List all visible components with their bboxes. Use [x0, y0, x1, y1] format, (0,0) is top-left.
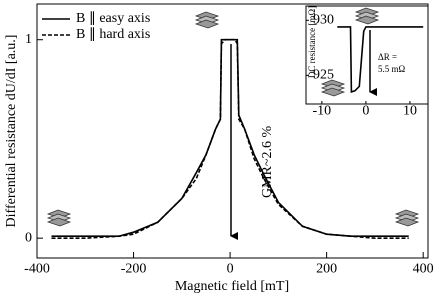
annotation: ΔR = [378, 52, 397, 62]
legend-label: B ∥ hard axis [76, 27, 150, 42]
y-tick-label: 925 [313, 68, 334, 83]
x-tick-label: 0 [227, 261, 234, 276]
x-tick-label: 200 [316, 261, 337, 276]
data-line [51, 38, 409, 239]
data-line [337, 26, 424, 93]
x-axis-label: Magnetic field [mT] [175, 279, 289, 294]
y-tick-label: 930 [313, 13, 334, 28]
layer-icon [47, 209, 71, 227]
annotation: GMR~2.6 % [260, 126, 275, 198]
y-axis-label: Differential resistance dU/dI [a.u.] [4, 35, 19, 228]
inset-y-label: DC resistance [mΩ] [307, 6, 317, 78]
x-tick-label: -200 [121, 261, 147, 276]
x-tick-label: -10 [313, 103, 332, 118]
annotation: 5.5 mΩ [378, 64, 406, 74]
layer-icon [195, 11, 219, 29]
x-tick-label: 400 [413, 261, 434, 276]
y-tick-label: 0 [25, 230, 32, 245]
x-tick-label: -400 [24, 261, 50, 276]
y-tick-label: 1 [25, 32, 32, 47]
legend-label: B ∥ easy axis [76, 11, 150, 26]
x-tick-label: 10 [403, 103, 417, 118]
layer-icon [395, 209, 419, 227]
x-tick-label: 0 [362, 103, 369, 118]
plot-frame [36, 3, 429, 259]
